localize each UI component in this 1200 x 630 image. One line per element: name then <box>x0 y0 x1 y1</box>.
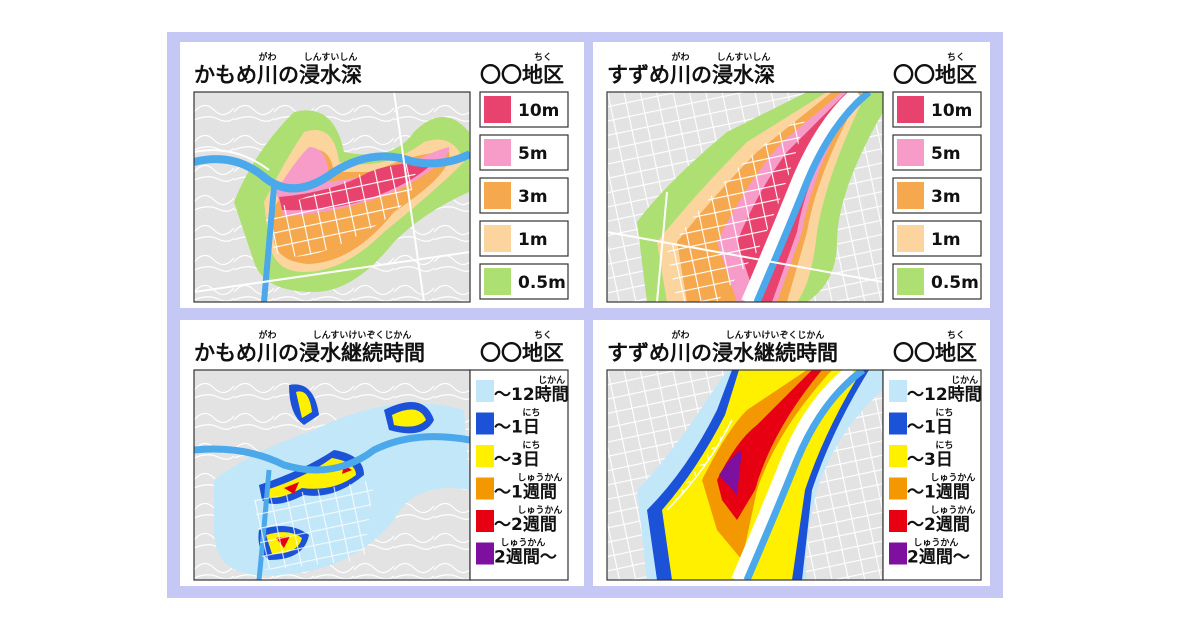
legend-swatch <box>889 412 907 435</box>
legend-swatch <box>897 182 924 209</box>
legend-swatch <box>476 412 494 435</box>
map <box>194 370 470 580</box>
ruby: しゅうかん <box>930 473 975 484</box>
legend-swatch <box>897 139 924 166</box>
legend-swatch <box>476 542 494 565</box>
ruby: しゅうかん <box>500 538 545 549</box>
legend-label: 0.5m <box>931 273 979 293</box>
legend-label: ～2週間 <box>907 515 970 535</box>
legend-swatch <box>484 182 511 209</box>
map-border <box>193 91 471 303</box>
ruby: じかん <box>951 375 978 386</box>
legend-swatch <box>889 380 907 402</box>
ruby: にち <box>522 408 540 419</box>
legend-swatch <box>484 139 511 166</box>
legend-swatch <box>484 225 511 252</box>
title: かもめ川の浸水深 <box>194 63 362 87</box>
legend-label: 10m <box>518 101 559 121</box>
legend-label: 10m <box>931 101 972 121</box>
district: 〇〇地区 <box>480 63 564 87</box>
legend-swatch <box>476 477 494 500</box>
ruby: じかん <box>538 375 565 386</box>
legend-swatch <box>484 268 511 295</box>
ruby: がわ <box>671 329 689 341</box>
legend-label: 5m <box>931 144 961 164</box>
legend-swatch <box>897 268 924 295</box>
legend-label: 5m <box>518 144 548 164</box>
legend-swatch <box>897 225 924 252</box>
ruby: しんすいけいぞくじかん <box>313 330 412 341</box>
ruby: ちく <box>534 52 552 63</box>
ruby: しんすいしん <box>304 52 358 63</box>
legend-label: 1m <box>931 230 961 250</box>
ruby: しんすいしん <box>717 52 771 63</box>
title: すずめ川の浸水深 <box>607 63 775 87</box>
ruby: しゅうかん <box>930 505 975 516</box>
district: 〇〇地区 <box>480 341 564 365</box>
title: かもめ川の浸水継続時間 <box>194 341 425 365</box>
legend-label: 3m <box>931 187 961 207</box>
legend-label: 3m <box>518 187 548 207</box>
legend-swatch <box>889 542 907 565</box>
ruby: がわ <box>258 51 276 63</box>
legend-label: 0.5m <box>518 273 566 293</box>
legend-label: 2週間～ <box>907 548 970 568</box>
ruby: ちく <box>947 52 965 63</box>
legend-label: ～1週間 <box>907 483 970 503</box>
legend-label: ～12時間 <box>494 384 569 405</box>
ruby: がわ <box>671 51 689 63</box>
legend-swatch <box>476 380 494 402</box>
ruby: しゅうかん <box>913 538 958 549</box>
ruby: しんすいけいぞくじかん <box>726 330 825 341</box>
map <box>607 370 883 580</box>
legend-label: ～12時間 <box>907 384 982 405</box>
legend-label: ～3日 <box>907 450 953 470</box>
ruby: ちく <box>947 330 965 341</box>
legend-label: ～1週間 <box>494 483 557 503</box>
map <box>194 92 470 302</box>
legend-label: ～1日 <box>494 418 540 438</box>
title: すずめ川の浸水継続時間 <box>607 341 838 365</box>
legend-swatch <box>889 510 907 532</box>
map <box>607 92 883 302</box>
legend-swatch <box>897 96 924 123</box>
ruby: がわ <box>258 329 276 341</box>
district: 〇〇地区 <box>893 63 977 87</box>
legend-label: ～2週間 <box>494 515 557 535</box>
legend-label: ～3日 <box>494 450 540 470</box>
ruby: しゅうかん <box>517 473 562 484</box>
district: 〇〇地区 <box>893 341 977 365</box>
ruby: にち <box>935 440 953 451</box>
ruby: ちく <box>534 330 552 341</box>
legend-swatch <box>889 477 907 500</box>
ruby: しゅうかん <box>517 505 562 516</box>
legend-swatch <box>476 445 494 467</box>
legend-swatch <box>889 445 907 467</box>
legend-label: 1m <box>518 230 548 250</box>
ruby: にち <box>522 440 540 451</box>
legend-swatch <box>484 96 511 123</box>
map-border <box>606 91 884 303</box>
legend-label: ～1日 <box>907 418 953 438</box>
legend-label: 2週間～ <box>494 548 557 568</box>
legend-swatch <box>476 510 494 532</box>
ruby: にち <box>935 408 953 419</box>
